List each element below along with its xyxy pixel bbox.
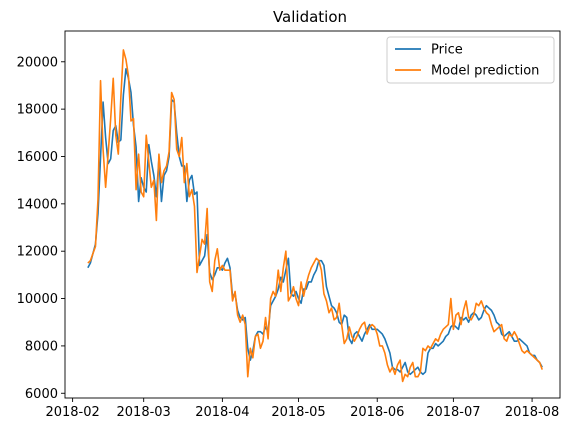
y-tick-label: 20000: [17, 55, 58, 70]
legend-label-1: Model prediction: [431, 64, 539, 79]
y-tick-label: 16000: [17, 150, 58, 165]
y-tick-label: 12000: [17, 245, 58, 260]
plot-lines: [87, 49, 543, 383]
x-tick-label: 2018-02: [45, 405, 99, 420]
x-tick-label: 2018-05: [271, 405, 325, 420]
legend-box: [386, 36, 555, 84]
axes: 2018-02 2018-03 2018-04 2018-05 2018-06 2018-…: [17, 30, 561, 420]
x-tick-label: 2018-03: [117, 405, 171, 420]
series-line-0: [87, 68, 543, 376]
y-tick-label: 8000: [25, 339, 58, 354]
x-tick-label: 2018-08: [505, 405, 559, 420]
x-tick-label: 2018-06: [350, 405, 404, 420]
x-tick-label: 2018-07: [426, 405, 480, 420]
series-line-1: [87, 49, 543, 383]
y-tick-label: 14000: [17, 197, 58, 212]
y-tick-label: 18000: [17, 103, 58, 118]
legend-label-0: Price: [431, 43, 463, 58]
y-tick-label: 6000: [25, 387, 58, 402]
y-tick-label: 10000: [17, 292, 58, 307]
legend: Price Model prediction: [386, 36, 555, 84]
x-tick-label: 2018-04: [195, 405, 249, 420]
plot-frame: [64, 30, 561, 399]
chart-title: Validation: [273, 8, 347, 26]
